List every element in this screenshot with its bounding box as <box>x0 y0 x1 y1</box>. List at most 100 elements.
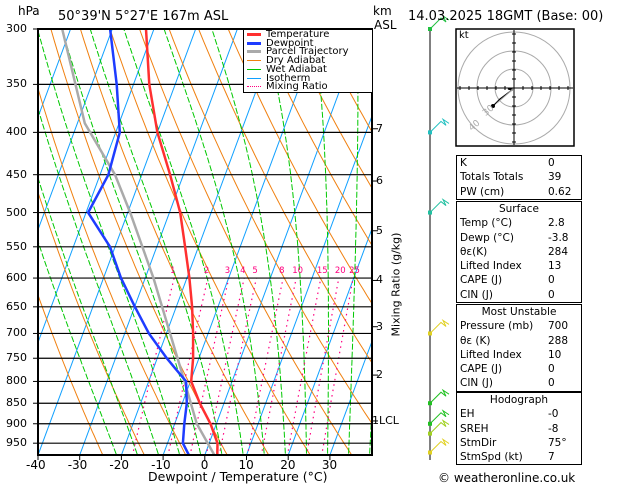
most-unstable-table: Most Unstable Pressure (mb) 700 θε (K) 288 Li… <box>456 304 582 392</box>
pressure-tick-label: 600 <box>6 271 27 285</box>
row-label: Lifted Index <box>460 348 522 361</box>
row-label: CAPE (J) <box>460 274 503 287</box>
wet-adiabat-line <box>313 29 329 455</box>
mixing-ratio-line <box>246 277 284 455</box>
wind-barb <box>429 318 450 334</box>
table-row: θε(K) 284 <box>457 245 581 259</box>
wet-adiabat-line <box>123 29 244 455</box>
temp-tick-label: -30 <box>67 458 88 472</box>
copyright-footer: © weatheronline.co.uk <box>438 471 576 485</box>
table-row: Dewp (°C) -3.8 <box>457 231 581 245</box>
row-label: StmSpd (kt) <box>460 451 523 464</box>
dry-adiabat-line <box>79 29 270 455</box>
row-label: K <box>460 157 467 169</box>
row-value: -3.8 <box>548 231 569 244</box>
dry-adiabat-line <box>257 29 372 247</box>
legend-item: Dry Adiabat <box>247 55 326 67</box>
legend-swatch <box>247 33 261 36</box>
pressure-lines <box>33 28 378 460</box>
x-axis-title: Dewpoint / Temperature (°C) <box>148 469 328 484</box>
legend-label: Temperature <box>266 29 330 40</box>
height-tick-label: 4 <box>376 273 383 287</box>
wet-adiabat-line <box>38 239 118 455</box>
legend-swatch <box>247 77 261 79</box>
mixing-ratio-label: 15 <box>316 266 328 276</box>
mixing-ratio-label: 10 <box>292 266 304 276</box>
row-value: -8 <box>548 422 559 435</box>
table-title: Surface <box>498 203 539 215</box>
legend-label: Dewpoint <box>266 37 314 49</box>
wind-barbs <box>428 14 450 460</box>
temp-tick-label: -20 <box>109 458 129 472</box>
legend-swatch <box>247 86 261 88</box>
pressure-tick-label: 650 <box>6 299 27 313</box>
wind-barb <box>429 117 450 133</box>
legend-label: Dry Adiabat <box>266 55 326 67</box>
row-value: -0 <box>548 408 559 421</box>
wet-adiabat-line <box>263 29 307 455</box>
legend-swatch <box>247 50 261 54</box>
row-value: 284 <box>548 245 569 258</box>
row-label: Temp (°C) <box>460 217 513 230</box>
hpa-label: hPa <box>18 4 40 18</box>
mixing-ratio-label: 4 <box>240 266 246 276</box>
table-row: PW (cm) 0.62 <box>457 185 581 199</box>
row-value: 0 <box>548 274 555 287</box>
mixing-ratio-axis-title: Mixing Ratio (g/kg) <box>389 232 403 337</box>
location-title: 50°39'N 5°27'E 167m ASL <box>58 9 229 24</box>
row-value: 288 <box>548 334 569 347</box>
hodograph-unit-label: kt <box>459 30 469 41</box>
row-label: CIN (J) <box>460 377 493 390</box>
dewpoint-profile <box>86 29 191 455</box>
dry-adiabat-line <box>286 29 372 190</box>
height-tick-label: 3 <box>376 319 383 333</box>
row-label: θε(K) <box>460 245 488 258</box>
row-value: 0 <box>548 377 555 390</box>
table-row: Totals Totals 39 <box>457 170 581 184</box>
hodograph-table: Hodograph EH -0 SREH -8 StmDir 75° StmSpd (kt) 7 <box>456 392 582 466</box>
row-value: 0.62 <box>548 185 572 198</box>
profiles <box>60 29 219 455</box>
row-label: EH <box>460 408 475 421</box>
row-value: 10 <box>548 348 562 361</box>
height-tick-label: 1LCL <box>372 413 399 427</box>
table-row: EH -0 <box>457 407 581 421</box>
storm-motion-vector <box>496 89 513 104</box>
row-label: PW (cm) <box>460 185 505 198</box>
row-value: 39 <box>548 171 562 184</box>
legend-swatch <box>247 60 261 62</box>
dry-adiabat-line <box>316 29 372 133</box>
row-value: 700 <box>548 320 569 333</box>
isotherm-line <box>38 29 155 344</box>
wet-adiabat-line <box>89 29 223 455</box>
hodograph <box>455 28 575 147</box>
surface-table: Surface Temp (°C) 2.8 Dewp (°C) -3.8 θε(K) 284… <box>456 201 582 304</box>
legend-item: Temperature <box>247 29 330 40</box>
asl-label: ASL <box>374 18 397 32</box>
row-label: Lifted Index <box>460 260 522 273</box>
mixing-ratio-line <box>167 277 209 455</box>
row-label: Dewp (°C) <box>460 231 514 244</box>
dry-adiabat-line <box>50 29 228 455</box>
dry-adiabat-line <box>38 293 104 455</box>
table-row: StmSpd (kt) 7 <box>457 450 581 464</box>
mixing-ratio-line <box>286 277 322 455</box>
mixing-ratio-line <box>305 277 340 455</box>
temp-tick-label: 0 <box>200 458 209 472</box>
table-row: CIN (J) 0 <box>457 376 581 390</box>
legend-label: Wet Adiabat <box>266 63 327 75</box>
plot-frame <box>37 28 373 456</box>
row-label: CIN (J) <box>460 288 493 301</box>
mixing-ratio-label: 25 <box>349 266 360 276</box>
legend-label: Mixing Ratio <box>266 81 328 93</box>
table-row: StmDir 75° <box>457 436 581 450</box>
mixing-ratio-label: 8 <box>279 266 285 276</box>
height-tick-label: 2 <box>376 368 383 382</box>
isotherm-line <box>38 29 72 119</box>
table-row: θε (K) 288 <box>457 334 581 348</box>
wet-adiabat-line <box>38 29 181 455</box>
isotherm-line <box>329 339 372 455</box>
pressure-tick-label: 750 <box>6 351 27 365</box>
pressure-tick-label: 850 <box>6 396 27 410</box>
pressure-tick-label: 450 <box>6 167 27 181</box>
